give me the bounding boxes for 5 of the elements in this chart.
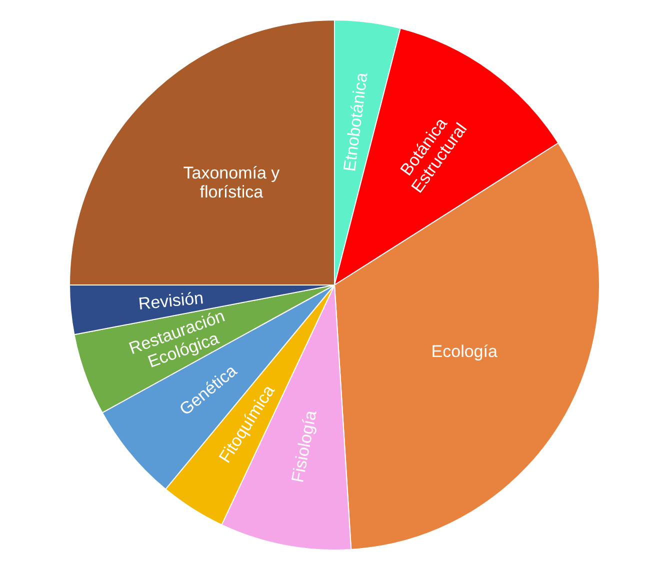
slice-label: Etnobotánica <box>340 71 372 172</box>
slice-label: Taxonomía y florística <box>183 163 280 202</box>
slice-label: Ecología <box>431 342 498 362</box>
slice-label: Revisión <box>138 288 204 314</box>
slice-label: Fisiología <box>288 408 320 484</box>
